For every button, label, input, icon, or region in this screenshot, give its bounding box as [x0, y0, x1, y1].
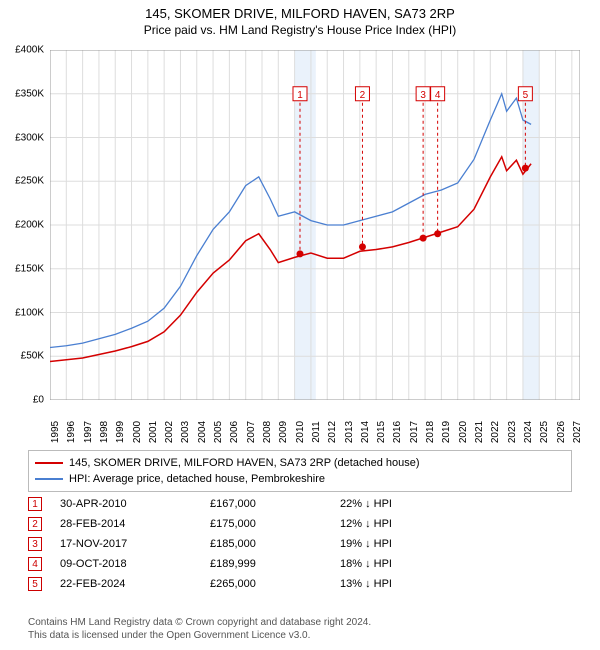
- x-tick-label: 2004: [197, 421, 208, 443]
- y-tick-label: £250K: [15, 176, 44, 187]
- x-tick-label: 2023: [507, 421, 518, 443]
- sale-row: 4 09-OCT-2018£189,99918% ↓ HPI: [28, 554, 572, 574]
- svg-text:3: 3: [420, 90, 426, 101]
- y-tick-label: £400K: [15, 45, 44, 56]
- x-tick-label: 2021: [474, 421, 485, 443]
- chart-subtitle: Price paid vs. HM Land Registry's House …: [0, 23, 600, 37]
- legend-label: HPI: Average price, detached house, Pemb…: [69, 473, 325, 485]
- legend-item: HPI: Average price, detached house, Pemb…: [35, 471, 565, 487]
- x-tick-label: 1996: [66, 421, 77, 443]
- sale-row: 3 17-NOV-2017£185,00019% ↓ HPI: [28, 534, 572, 554]
- x-tick-label: 1997: [83, 421, 94, 443]
- sales-table: 1 30-APR-2010£167,00022% ↓ HPI 2 28-FEB-201…: [28, 494, 572, 594]
- x-tick-label: 2015: [376, 421, 387, 443]
- sale-delta: 18% ↓ HPI: [340, 558, 460, 570]
- y-tick-label: £50K: [21, 351, 44, 362]
- x-tick-label: 2026: [556, 421, 567, 443]
- footer-attribution: Contains HM Land Registry data © Crown c…: [28, 616, 371, 642]
- y-tick-label: £0: [33, 395, 44, 406]
- x-tick-label: 2013: [344, 421, 355, 443]
- x-tick-label: 1995: [50, 421, 61, 443]
- sale-price: £185,000: [210, 538, 340, 550]
- x-tick-label: 2002: [164, 421, 175, 443]
- x-tick-label: 2003: [180, 421, 191, 443]
- x-axis-labels: 1995 1996 1997 1998 1999 2000 2001 2002 2003 2004…: [50, 404, 580, 444]
- sale-delta: 12% ↓ HPI: [340, 518, 460, 530]
- x-tick-label: 2005: [213, 421, 224, 443]
- legend-box: 145, SKOMER DRIVE, MILFORD HAVEN, SA73 2…: [28, 450, 572, 492]
- chart-plot-area: 1 2 34 5: [50, 50, 580, 400]
- legend-label: 145, SKOMER DRIVE, MILFORD HAVEN, SA73 2…: [69, 457, 420, 469]
- sale-marker-box: 5: [28, 577, 42, 591]
- sale-price: £167,000: [210, 498, 340, 510]
- svg-text:5: 5: [523, 90, 529, 101]
- svg-text:1: 1: [297, 90, 303, 101]
- title-block: 145, SKOMER DRIVE, MILFORD HAVEN, SA73 2…: [0, 0, 600, 37]
- sale-marker-box: 2: [28, 517, 42, 531]
- sale-date: 28-FEB-2014: [60, 518, 210, 530]
- x-tick-label: 2024: [523, 421, 534, 443]
- sale-marker-box: 3: [28, 537, 42, 551]
- svg-text:4: 4: [435, 90, 441, 101]
- legend-item: 145, SKOMER DRIVE, MILFORD HAVEN, SA73 2…: [35, 455, 565, 471]
- sale-date: 22-FEB-2024: [60, 578, 210, 590]
- sale-delta: 19% ↓ HPI: [340, 538, 460, 550]
- x-tick-label: 2011: [311, 421, 322, 443]
- sale-date: 17-NOV-2017: [60, 538, 210, 550]
- x-tick-label: 2022: [490, 421, 501, 443]
- x-tick-label: 2025: [539, 421, 550, 443]
- x-tick-label: 2012: [327, 421, 338, 443]
- y-tick-label: £200K: [15, 220, 44, 231]
- x-tick-label: 1998: [99, 421, 110, 443]
- sale-price: £265,000: [210, 578, 340, 590]
- x-tick-label: 2027: [572, 421, 583, 443]
- y-tick-label: £300K: [15, 132, 44, 143]
- x-tick-label: 2014: [360, 421, 371, 443]
- svg-text:2: 2: [360, 90, 366, 101]
- sale-row: 2 28-FEB-2014£175,00012% ↓ HPI: [28, 514, 572, 534]
- sale-delta: 13% ↓ HPI: [340, 578, 460, 590]
- chart-title: 145, SKOMER DRIVE, MILFORD HAVEN, SA73 2…: [0, 6, 600, 21]
- sale-marker-box: 1: [28, 497, 42, 511]
- x-tick-label: 2019: [441, 421, 452, 443]
- sale-row: 5 22-FEB-2024£265,00013% ↓ HPI: [28, 574, 572, 594]
- x-tick-label: 2009: [278, 421, 289, 443]
- y-tick-label: £150K: [15, 263, 44, 274]
- chart-svg: 1 2 34 5: [50, 50, 580, 400]
- y-axis-labels: £0£50K£100K£150K£200K£250K£300K£350K£400…: [0, 50, 48, 400]
- sale-row: 1 30-APR-2010£167,00022% ↓ HPI: [28, 494, 572, 514]
- x-tick-label: 2000: [132, 421, 143, 443]
- footer-line-1: Contains HM Land Registry data © Crown c…: [28, 616, 371, 629]
- y-tick-label: £100K: [15, 307, 44, 318]
- x-tick-label: 2016: [392, 421, 403, 443]
- x-tick-label: 2006: [229, 421, 240, 443]
- sale-marker-box: 4: [28, 557, 42, 571]
- x-tick-label: 1999: [115, 421, 126, 443]
- sale-price: £175,000: [210, 518, 340, 530]
- x-tick-label: 2017: [409, 421, 420, 443]
- legend-swatch: [35, 462, 63, 464]
- legend-swatch: [35, 478, 63, 480]
- sale-date: 30-APR-2010: [60, 498, 210, 510]
- sale-price: £189,999: [210, 558, 340, 570]
- x-tick-label: 2008: [262, 421, 273, 443]
- x-tick-label: 2001: [148, 421, 159, 443]
- x-tick-label: 2007: [246, 421, 257, 443]
- x-tick-label: 2018: [425, 421, 436, 443]
- chart-container: 145, SKOMER DRIVE, MILFORD HAVEN, SA73 2…: [0, 0, 600, 650]
- x-tick-label: 2020: [458, 421, 469, 443]
- footer-line-2: This data is licensed under the Open Gov…: [28, 629, 371, 642]
- sale-date: 09-OCT-2018: [60, 558, 210, 570]
- sale-delta: 22% ↓ HPI: [340, 498, 460, 510]
- x-tick-label: 2010: [295, 421, 306, 443]
- y-tick-label: £350K: [15, 88, 44, 99]
